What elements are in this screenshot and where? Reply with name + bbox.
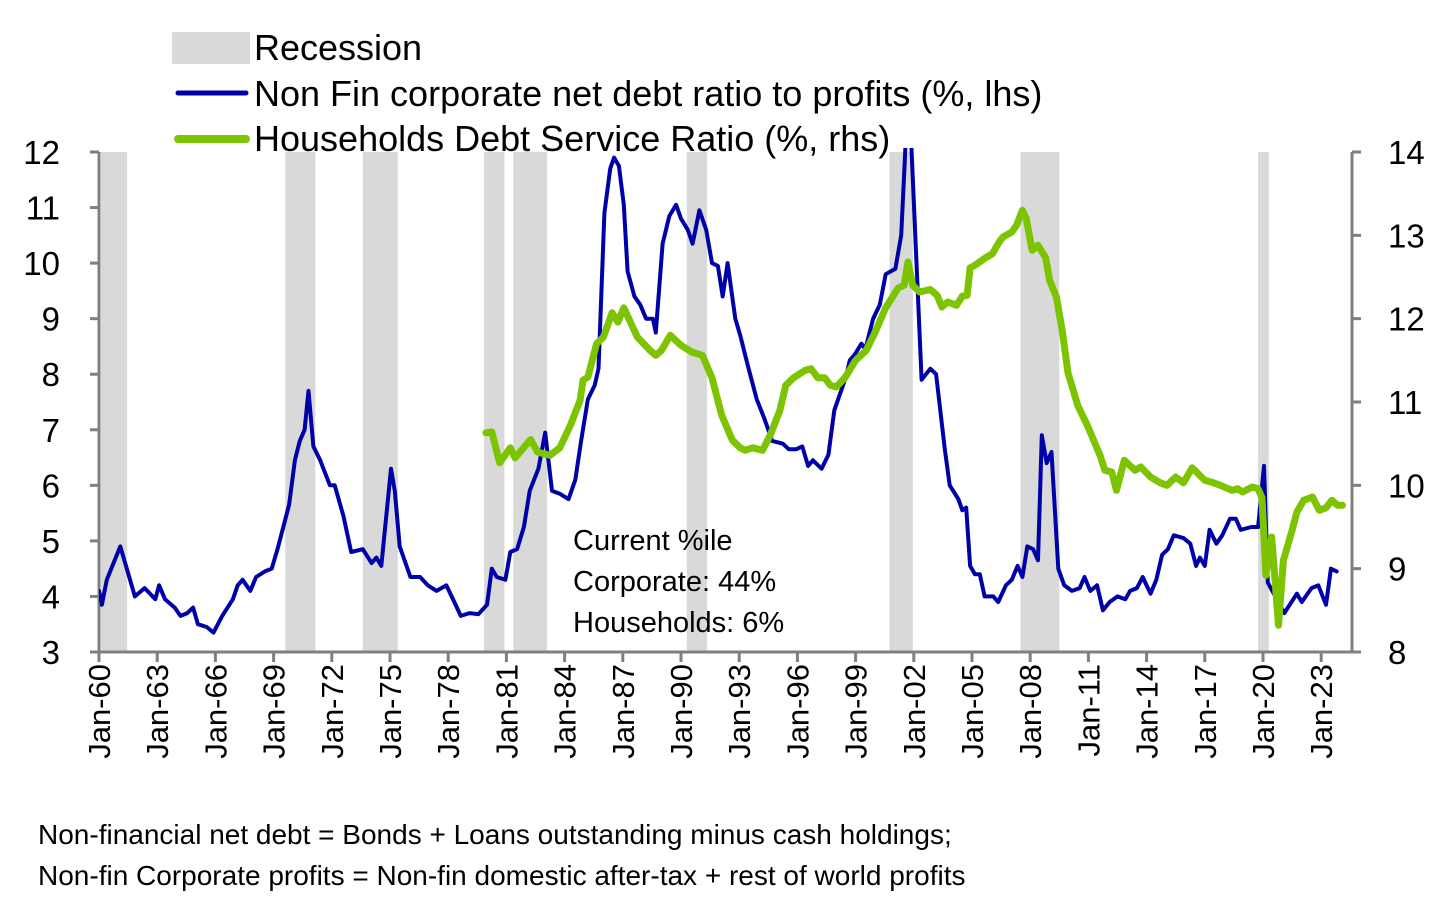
x-tick-label: Jan-11 xyxy=(1071,664,1106,757)
x-tick-label: Jan-96 xyxy=(780,664,815,759)
x-tick-label: Jan-60 xyxy=(82,664,117,759)
x-tick-label: Jan-63 xyxy=(140,664,175,759)
x-tick-label: Jan-20 xyxy=(1246,664,1281,759)
left-y-tick-label: 3 xyxy=(42,634,60,671)
households-dsr-line xyxy=(482,206,1346,629)
legend-corporate-label: Non Fin corporate net debt ratio to prof… xyxy=(254,73,1042,114)
recession-band xyxy=(362,152,398,652)
recession-band xyxy=(513,152,548,652)
axes: 3 4 5 6 7 8 9 10 11 12 8 9 10 11 12 13 14 Jan-60 Jan-63 Jan… xyxy=(23,134,1424,759)
left-y-tick-label: 11 xyxy=(26,190,60,227)
left-y-tick-label: 5 xyxy=(42,523,60,560)
right-y-tick-label: 9 xyxy=(1388,551,1406,588)
right-y-tick-label: 10 xyxy=(1388,467,1425,504)
x-tick-label: Jan-81 xyxy=(489,664,524,759)
x-tick-label: Jan-75 xyxy=(373,664,408,759)
right-y-tick-label: 11 xyxy=(1388,384,1422,421)
x-tick-label: Jan-90 xyxy=(664,664,699,759)
recession-band xyxy=(100,152,128,652)
x-tick-label: Jan-05 xyxy=(955,664,990,759)
recession-bands xyxy=(100,152,1269,652)
x-tick-label: Jan-87 xyxy=(606,664,641,759)
annotation-title: Current %ile xyxy=(573,525,733,557)
x-tick-label: Jan-02 xyxy=(897,664,932,759)
corporate-debt-line xyxy=(99,148,1339,635)
x-tick-label: Jan-17 xyxy=(1188,664,1223,759)
x-tick-label: Jan-69 xyxy=(257,664,292,759)
x-tick-label: Jan-14 xyxy=(1130,664,1165,759)
legend-recession-label: Recession xyxy=(254,27,422,68)
x-tick-label: Jan-84 xyxy=(548,664,583,759)
recession-band xyxy=(1258,152,1269,652)
left-y-tick-label: 8 xyxy=(42,356,60,393)
x-tick-label: Jan-72 xyxy=(315,664,350,759)
right-y-tick-label: 12 xyxy=(1388,301,1425,338)
x-tick-label: Jan-66 xyxy=(198,664,233,759)
legend-recession-swatch xyxy=(172,32,250,64)
x-tick-label: Jan-23 xyxy=(1304,664,1339,759)
recession-band xyxy=(686,152,708,652)
footnote-line-2: Non-fin Corporate profits = Non-fin dome… xyxy=(38,860,966,891)
x-tick-label: Jan-08 xyxy=(1013,664,1048,759)
left-y-tick-label: 6 xyxy=(42,467,60,504)
left-y-tick-label: 10 xyxy=(23,245,60,282)
right-y-tick-label: 14 xyxy=(1388,134,1425,171)
left-y-tick-label: 12 xyxy=(23,134,60,171)
footnote-line-1: Non-financial net debt = Bonds + Loans o… xyxy=(38,819,952,850)
x-tick-label: Jan-78 xyxy=(431,664,466,759)
right-y-tick-label: 8 xyxy=(1388,634,1406,671)
x-tick-label: Jan-93 xyxy=(722,664,757,759)
legend-households-label: Households Debt Service Ratio (%, rhs) xyxy=(254,118,890,159)
right-y-tick-label: 13 xyxy=(1388,217,1425,254)
legend: Recession Non Fin corporate net debt rat… xyxy=(172,27,1042,159)
percentile-annotation: Current %ile Corporate: 44% Households: … xyxy=(573,525,784,639)
left-y-tick-label: 7 xyxy=(42,412,60,449)
series-lines xyxy=(99,148,1346,635)
annotation-households: Households: 6% xyxy=(573,607,784,639)
left-y-tick-label: 9 xyxy=(42,301,60,338)
annotation-corporate: Corporate: 44% xyxy=(573,566,776,598)
x-tick-label: Jan-99 xyxy=(839,664,874,759)
left-y-tick-label: 4 xyxy=(42,578,60,615)
recession-band xyxy=(484,152,505,652)
